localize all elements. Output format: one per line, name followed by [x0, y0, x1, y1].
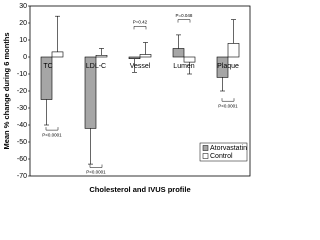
y-tick-label: -20: [17, 88, 27, 95]
category-label: LDL-C: [86, 63, 106, 70]
significance-bracket: [177, 19, 191, 23]
y-tick-label: 20: [19, 20, 27, 27]
bar: [51, 51, 64, 58]
legend-swatch: [202, 145, 209, 151]
y-tick-label: 30: [19, 3, 27, 10]
bar: [172, 48, 185, 58]
category-label: Plaque: [217, 63, 239, 70]
bar: [128, 56, 141, 59]
bar: [183, 56, 196, 63]
category-label: TC: [43, 63, 52, 70]
legend-box: [199, 142, 248, 162]
y-tick-label: -40: [17, 122, 27, 129]
annotation: P=0.048: [176, 13, 193, 18]
chart: Cholesterol and IVUS profile Mean % chan…: [2, 3, 251, 194]
y-tick-label: -60: [17, 156, 27, 163]
y-tick-label: -50: [17, 139, 27, 146]
y-tick-label: 10: [19, 37, 27, 44]
significance-bracket: [45, 127, 59, 131]
annotation: P<0.0001: [86, 170, 106, 175]
legend-swatch: [202, 153, 209, 159]
y-tick-label: 0: [23, 54, 27, 61]
y-tick-label: -30: [17, 105, 27, 112]
legend-label: Atorvastatin: [210, 145, 247, 152]
annotation: P<0.0001: [42, 132, 62, 137]
annotation: P=0.42: [133, 20, 148, 25]
y-axis-label: Mean % change during 6 months: [2, 32, 11, 149]
category-label: Vessel: [130, 63, 151, 70]
bar: [139, 54, 152, 58]
bar: [95, 54, 108, 58]
significance-bracket: [89, 164, 103, 168]
category-label: Lumen: [173, 63, 195, 70]
legend-label: Control: [210, 153, 233, 160]
significance-bracket: [133, 26, 147, 30]
annotation: P<0.0001: [218, 103, 238, 108]
y-tick-label: -70: [17, 173, 27, 180]
y-tick-label: -10: [17, 71, 27, 78]
x-axis-label: Cholesterol and IVUS profile: [89, 185, 190, 194]
bar: [227, 43, 240, 58]
significance-bracket: [221, 98, 235, 102]
